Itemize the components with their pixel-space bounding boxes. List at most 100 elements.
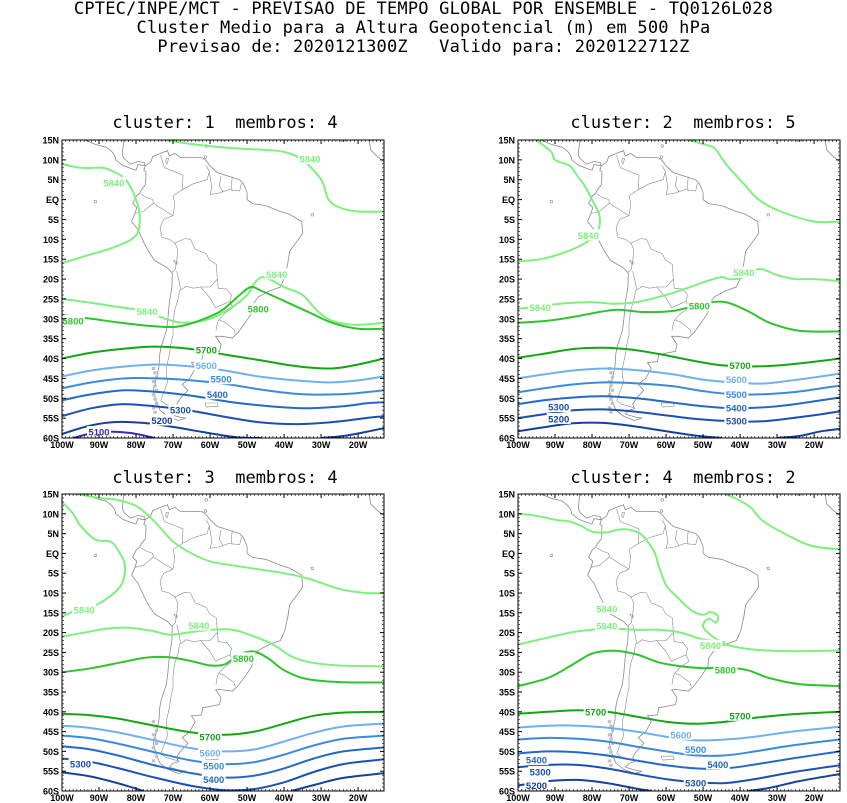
contour-5500 — [518, 381, 840, 396]
lat-label: 35S — [499, 688, 515, 698]
island — [802, 488, 804, 490]
panel-4-title: cluster: 4 membros: 2 — [570, 468, 796, 488]
map-background — [518, 140, 840, 438]
contour-5840 — [76, 494, 384, 595]
contour-5840 — [518, 627, 840, 653]
fjord-island — [151, 367, 156, 370]
country-border — [674, 654, 692, 687]
lon-label: 70W — [620, 793, 639, 803]
lat-label: 20S — [499, 628, 515, 638]
lake-outline — [165, 511, 169, 519]
contour-5100 — [72, 430, 155, 438]
contour-label: 5700 — [196, 345, 217, 356]
lat-label: 30S — [499, 668, 515, 678]
contour-5800 — [518, 649, 840, 688]
island — [310, 213, 314, 217]
lon-label: 100W — [50, 440, 74, 450]
contour-label: 5400 — [207, 390, 228, 401]
map-panel-3: 5840 5840 5800 5700 5600 5500 5400 5300 15N 10N 5N… — [42, 490, 385, 803]
island — [802, 134, 804, 136]
lon-label: 30W — [768, 440, 787, 450]
country-border — [616, 290, 636, 409]
country-border — [134, 193, 154, 214]
contour-label: 5700 — [730, 361, 751, 372]
fjord-island — [610, 375, 615, 379]
contour-label-bg — [724, 388, 749, 400]
contour-5200 — [291, 772, 384, 791]
fjord-island — [607, 746, 612, 750]
island — [766, 213, 770, 217]
lon-label: 100W — [506, 793, 530, 803]
contour-label-bg — [705, 758, 730, 770]
contour-label-bg — [198, 731, 222, 743]
lat-label: 30S — [499, 314, 515, 324]
lat-label: 10S — [43, 235, 59, 245]
contour-label-bg — [198, 747, 222, 758]
lat-label: 30S — [43, 668, 59, 678]
contour-label: 5840 — [596, 621, 617, 632]
lon-label: 30W — [312, 793, 331, 803]
contour-label-bg — [731, 266, 756, 278]
contour-label: 5400 — [726, 404, 747, 415]
contour-5200 — [518, 421, 722, 438]
lon-label: 90W — [546, 440, 565, 450]
lon-label: 40W — [731, 440, 750, 450]
lon-label: 70W — [164, 793, 183, 803]
contour-label-bg — [728, 709, 753, 721]
country-border — [153, 202, 174, 216]
contour-5300 — [518, 408, 840, 423]
lake-outline — [165, 157, 169, 165]
lon-label: 60W — [657, 440, 676, 450]
lon-label: 90W — [90, 440, 109, 450]
fjord-island — [607, 759, 612, 763]
contour-label-bg — [668, 728, 693, 740]
country-border — [638, 165, 666, 190]
lat-label: 30S — [43, 314, 59, 324]
contour-label: 5840 — [188, 621, 209, 632]
lon-label: 40W — [275, 440, 294, 450]
contour-label-bg — [683, 743, 708, 755]
lon-label: 30W — [312, 440, 331, 450]
contour-label: 5500 — [726, 390, 747, 401]
contour-label-bg — [546, 412, 571, 424]
fjord-island — [154, 401, 159, 405]
contour-label-bg — [231, 652, 256, 664]
country-border — [615, 155, 640, 273]
lat-label: 15S — [499, 255, 515, 265]
lon-label: 50W — [694, 793, 713, 803]
contour-label-bg — [576, 229, 601, 241]
contour-5800 — [62, 650, 384, 684]
lat-label: 10S — [499, 589, 515, 599]
country-border — [215, 319, 220, 331]
contour-5400 — [62, 389, 384, 410]
country-border — [174, 591, 218, 645]
lat-label: 60S — [43, 434, 59, 444]
country-border — [590, 547, 610, 568]
central-america-coastline — [540, 140, 602, 171]
falklands-outline — [660, 755, 675, 761]
fjord-island — [607, 733, 612, 737]
lat-label: 35S — [43, 688, 59, 698]
lat-label: 15N — [498, 136, 515, 146]
fjord-island — [610, 728, 615, 732]
contour-label: 5800 — [63, 316, 84, 327]
contour-label: 5300 — [170, 406, 191, 417]
map-background — [518, 494, 840, 791]
lon-label: 70W — [620, 440, 639, 450]
contour-5200 — [321, 427, 384, 438]
lat-label: 25S — [499, 648, 515, 658]
contour-5300 — [518, 763, 840, 785]
lat-label: 10S — [43, 589, 59, 599]
country-border — [665, 171, 698, 195]
fjord-island — [154, 388, 159, 392]
page-title-line2: Cluster Medio para a Altura Geopotencial… — [136, 18, 711, 38]
country-border — [686, 176, 689, 191]
lon-label: 50W — [694, 440, 713, 450]
lon-label: 20W — [805, 793, 824, 803]
island — [346, 134, 348, 136]
lat-label: 20S — [43, 275, 59, 285]
south-america-coastline — [131, 504, 304, 775]
lon-label: 60W — [201, 440, 220, 450]
